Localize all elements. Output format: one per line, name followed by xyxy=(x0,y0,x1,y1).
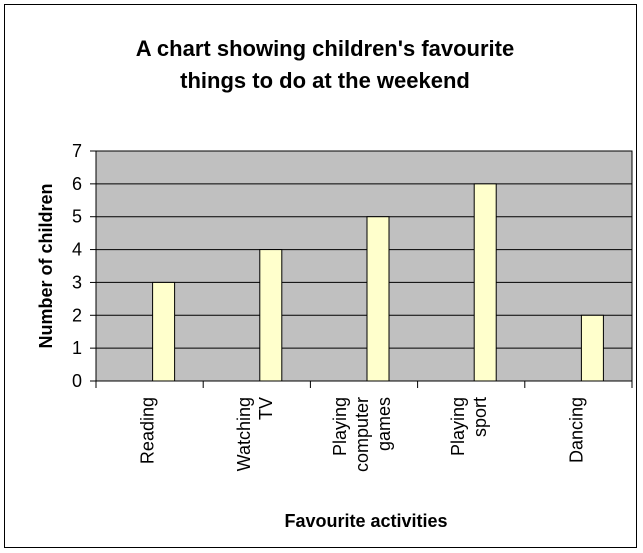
x-category-label: Reading xyxy=(138,397,158,464)
x-category-label-line: TV xyxy=(256,397,276,420)
bars xyxy=(152,183,604,382)
y-tick-label: 4 xyxy=(72,240,82,260)
chart-title-line-2: things to do at the weekend xyxy=(180,68,470,93)
bar xyxy=(259,249,283,382)
gridlines xyxy=(96,183,632,349)
x-axis-title: Favourite activities xyxy=(284,511,447,531)
x-category-label-line: Playing xyxy=(330,397,350,456)
y-tick-label: 6 xyxy=(72,174,82,194)
y-tick-label: 5 xyxy=(72,207,82,227)
y-tick-label: 7 xyxy=(72,141,82,161)
y-axis-ticks: 0 1 2 3 4 5 6 7 xyxy=(72,141,96,391)
x-category-label-line: Dancing xyxy=(566,397,586,463)
x-category-label: Playing computer games xyxy=(330,397,394,472)
x-category-label-line: Reading xyxy=(138,397,158,464)
x-category-label-line: sport xyxy=(470,397,490,437)
y-tick-label: 1 xyxy=(72,338,82,358)
bar xyxy=(473,183,497,382)
x-category-label: Playing sport xyxy=(448,397,490,456)
y-tick-label: 0 xyxy=(72,371,82,391)
bar xyxy=(366,216,390,382)
x-category-label-line: computer xyxy=(352,397,372,472)
y-tick-label: 3 xyxy=(72,272,82,292)
y-axis-title: Number of children xyxy=(36,183,56,348)
x-category-label-line: games xyxy=(374,397,394,451)
bar xyxy=(580,314,604,382)
plot-area xyxy=(95,150,633,382)
x-category-label: Watching TV xyxy=(234,397,276,471)
x-category-label-line: Playing xyxy=(448,397,468,456)
chart-title-line-1: A chart showing children's favourite xyxy=(136,36,514,61)
x-category-label-line: Watching xyxy=(234,397,254,471)
x-axis-ticks: Reading Watching TV Playing computer games Pla… xyxy=(95,380,633,472)
bar xyxy=(152,281,176,382)
x-category-label: Dancing xyxy=(566,397,586,463)
y-tick-label: 2 xyxy=(72,305,82,325)
